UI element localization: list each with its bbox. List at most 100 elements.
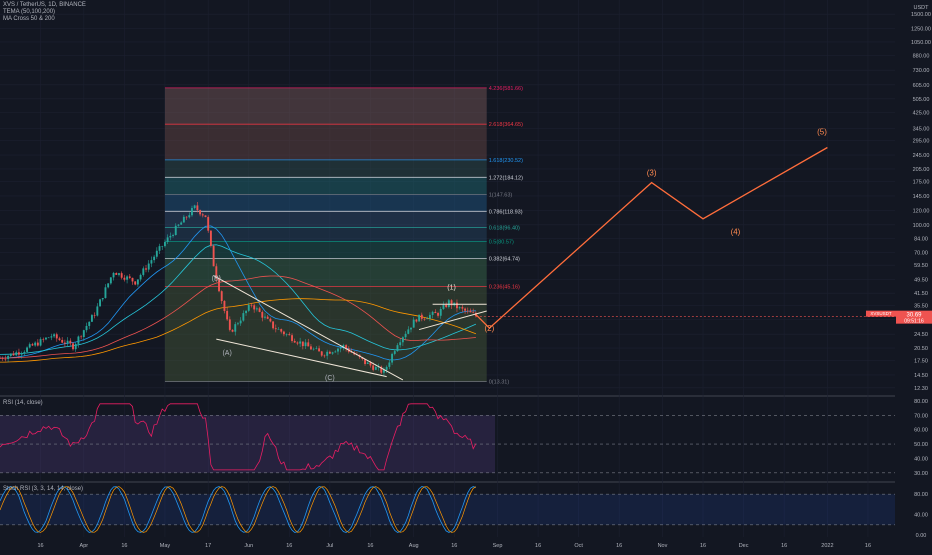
fib-label: 0.618(96.40): [489, 226, 520, 232]
ticker-badge[interactable]: XVSUSDT: [870, 311, 892, 316]
wave-label: (1): [447, 285, 456, 292]
time-tick-label: 2022: [821, 543, 833, 549]
candle-body: [72, 343, 74, 350]
candle-body: [280, 329, 283, 332]
candle-body: [342, 345, 345, 348]
time-tick-label: Jul: [326, 543, 333, 549]
candle-body: [339, 347, 342, 349]
wave-label: (5): [817, 127, 827, 136]
candle-body: [26, 347, 28, 352]
candle-body: [136, 279, 139, 285]
candle-body: [107, 283, 110, 288]
price-tick-label: 84.00: [914, 236, 928, 242]
wedge-lower-line[interactable]: [216, 338, 387, 378]
candle-body: [47, 337, 50, 339]
indicator-ma-cross[interactable]: MA Cross 50 & 200: [3, 16, 55, 22]
candle-body: [380, 366, 383, 373]
time-axis-bg: [0, 537, 932, 550]
price-tick-label: 295.00: [913, 139, 930, 145]
candle-body: [261, 311, 264, 318]
rsi-title[interactable]: RSI (14, close): [3, 400, 43, 406]
candle-body: [250, 304, 253, 306]
candle-body: [320, 351, 323, 356]
candle-body: [407, 329, 410, 334]
candle-body: [388, 362, 391, 367]
time-tick-label: 16: [451, 543, 457, 549]
candle-body: [128, 276, 131, 278]
price-tick-label: 17.50: [914, 358, 928, 364]
candle-body: [399, 342, 402, 346]
rsi-pane[interactable]: [0, 403, 895, 474]
time-tick-label: 16: [781, 543, 787, 549]
candle-body: [396, 345, 399, 352]
candle-body: [434, 311, 437, 314]
wave-label: (C): [325, 375, 335, 382]
last-price-badge[interactable]: 30.69: [906, 313, 922, 319]
candle-body: [207, 217, 210, 231]
candle-body: [318, 348, 321, 352]
candle-body: [426, 318, 429, 320]
ma-200: [0, 298, 477, 363]
candle-body: [328, 351, 331, 354]
candle-body: [131, 277, 134, 282]
candle-body: [326, 351, 329, 356]
candle-body: [391, 353, 394, 363]
fib-band: [164, 177, 487, 195]
candle-body: [458, 307, 461, 309]
candle-body: [442, 304, 445, 309]
candle-body: [77, 336, 80, 344]
candle-body: [169, 235, 172, 238]
elliott-projection[interactable]: [475, 146, 828, 329]
price-tick-label: 425.00: [913, 110, 930, 116]
candle-body: [101, 298, 104, 300]
stoch-rsi-pane[interactable]: [0, 486, 895, 533]
channel-lower-line[interactable]: [418, 310, 487, 331]
candle-body: [464, 308, 467, 311]
candle-body: [272, 321, 275, 329]
time-tick-label: 16: [286, 543, 292, 549]
candle-body: [126, 276, 129, 280]
fib-label: 0(13.31): [489, 380, 510, 386]
wedge-upper-line[interactable]: [213, 275, 404, 381]
indicator-tema[interactable]: TEMA (50,100,200): [3, 9, 56, 15]
wave-projection[interactable]: [475, 146, 828, 329]
fib-label: 0.382(64.74): [489, 257, 520, 263]
drawings[interactable]: [213, 275, 487, 381]
candle-body: [337, 348, 339, 352]
candle-body: [269, 318, 272, 322]
price-tick-label: 59.50: [914, 263, 928, 269]
candle-body: [55, 334, 58, 339]
wave-label: (B): [212, 275, 221, 282]
time-axis[interactable]: 16 Apr 16 May 17 Jun 16 Jul 16 Aug 16 Sep 16 Oct 16 Nov…: [0, 537, 932, 550]
price-tick-label: 41.50: [914, 291, 928, 297]
candle-body: [104, 287, 107, 299]
candle-body: [1, 358, 4, 359]
candle-body: [242, 313, 245, 321]
symbol-title[interactable]: XVS / TetherUS, 1D, BINANCE: [3, 2, 86, 8]
stoch-title[interactable]: Stoch RSI (3, 3, 14, 14, close): [3, 486, 84, 492]
time-tick-label: May: [160, 543, 171, 549]
price-tick-label: 35.50: [914, 303, 928, 309]
stoch-tick-label: 80.00: [914, 492, 928, 498]
price-tick-label: 24.50: [914, 332, 928, 338]
fib-label: 0.5(80.57): [489, 240, 514, 246]
candle-body: [66, 340, 69, 344]
candle-body: [312, 348, 315, 350]
candle-body: [304, 342, 307, 347]
candle-body: [196, 205, 199, 211]
candle-body: [118, 273, 120, 275]
tema-200: [0, 275, 476, 359]
candle-body: [99, 299, 101, 307]
candle-body: [282, 331, 285, 335]
fib-label: 4.236(581.66): [489, 86, 523, 92]
fibonacci-extension[interactable]: 4.236(581.66) 2.618(364.65) 1.618(230.52) 1…: [164, 86, 523, 386]
time-tick-label: 16: [535, 543, 541, 549]
fib-band: [164, 159, 487, 178]
candle-body: [163, 242, 166, 247]
candle-body: [123, 277, 126, 280]
candle-body: [239, 320, 242, 324]
